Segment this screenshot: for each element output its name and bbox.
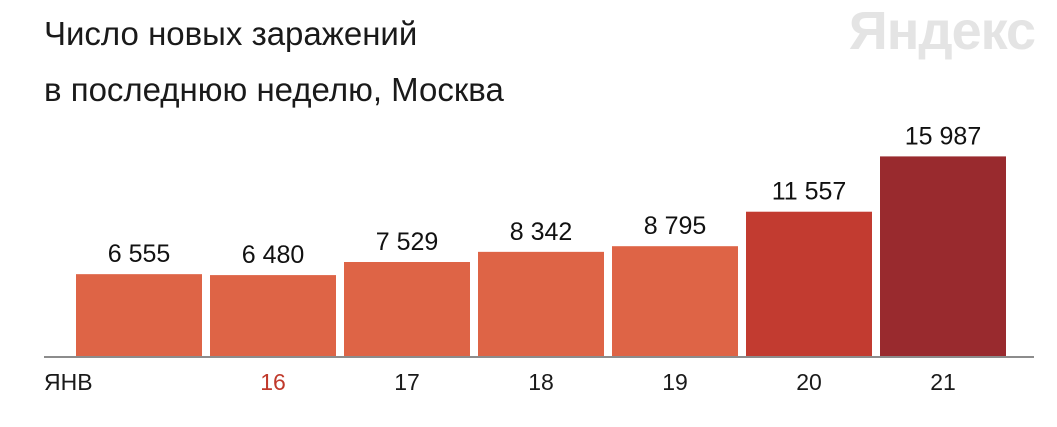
x-tick-21: 21 xyxy=(930,369,956,395)
bar-17 xyxy=(344,262,470,356)
value-label-19: 8 795 xyxy=(644,212,707,240)
bar-20 xyxy=(746,211,872,356)
chart-title-line-2: в последнюю неделю, Москва xyxy=(44,71,504,108)
value-label-21: 15 987 xyxy=(905,122,981,150)
value-label-15: 6 555 xyxy=(108,240,171,268)
x-tick-19: 19 xyxy=(662,369,688,395)
x-tick-17: 17 xyxy=(394,369,420,395)
bar-18 xyxy=(478,251,604,356)
yandex-logo: Яндекс xyxy=(848,1,1036,61)
value-label-17: 7 529 xyxy=(376,228,439,256)
x-tick-20: 20 xyxy=(796,369,822,395)
x-axis-month-label: ЯНВ xyxy=(44,369,93,395)
x-axis-ticks: ЯНВ 16 17 18 19 20 21 xyxy=(44,369,956,395)
chart-title-line-1: Число новых заражений xyxy=(44,15,418,52)
value-label-16: 6 480 xyxy=(242,241,305,269)
bar-21 xyxy=(880,156,1006,356)
value-label-20: 11 557 xyxy=(772,178,847,206)
x-tick-16: 16 xyxy=(260,369,286,395)
bar-16 xyxy=(210,275,336,356)
bar-15 xyxy=(76,274,202,356)
chart-title: Число новых заражений в последнюю неделю… xyxy=(44,6,504,118)
x-tick-18: 18 xyxy=(528,369,554,395)
bar-19 xyxy=(612,246,738,356)
value-label-18: 8 342 xyxy=(510,218,573,246)
bars-group xyxy=(76,156,1006,356)
value-labels-group: 6 555 6 480 7 529 8 342 8 795 11 557 15 987 xyxy=(108,122,982,269)
